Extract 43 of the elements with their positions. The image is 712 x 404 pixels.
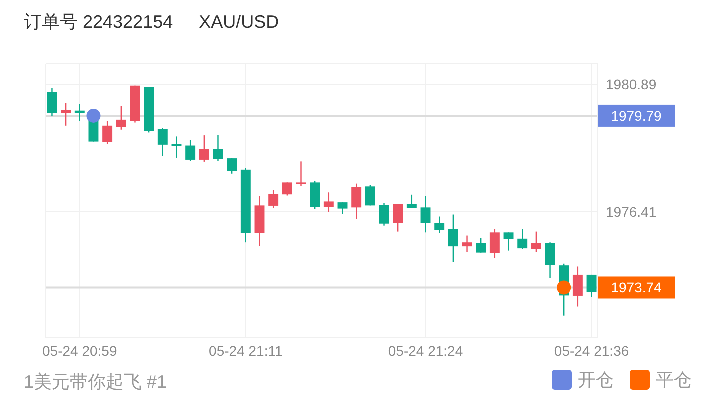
candlestick [462, 235, 472, 253]
candlestick [352, 183, 362, 220]
candlestick [282, 182, 292, 196]
candlestick [116, 105, 126, 130]
y-tick-label: 1976.41 [606, 204, 657, 220]
x-tick-label: 05-24 21:36 [554, 342, 630, 359]
candlestick [448, 214, 458, 263]
candlestick [61, 102, 72, 126]
candlestick [490, 228, 500, 259]
y-tick-label: 1980.89 [606, 76, 657, 93]
candlestick [227, 158, 238, 174]
x-tick-label: 05-24 21:11 [209, 342, 283, 359]
candlestick [518, 228, 528, 250]
text: 1美元带你起飞 #1 [24, 371, 168, 394]
candlestick [365, 184, 376, 206]
x-tick-label: 05-24 21:24 [388, 342, 464, 359]
candlestick [434, 216, 445, 234]
candlestick [47, 88, 58, 118]
candlestick [545, 242, 556, 279]
candlestick [338, 202, 348, 215]
candlestick [531, 231, 542, 253]
candlestick [268, 189, 279, 209]
chart-subtitle: XAU/USD [199, 12, 280, 32]
chart-title: 订单号 224322154 [24, 12, 174, 32]
ref-line-label: 1973.74 [611, 280, 662, 296]
legend-label: 平仓 [656, 369, 692, 392]
candlestick [199, 134, 210, 163]
candlestick [324, 192, 334, 213]
candlestick [420, 195, 431, 234]
legend-label: 开仓 [578, 369, 614, 392]
ref-line-label: 1979.79 [611, 108, 662, 124]
candlestick [586, 274, 597, 298]
candlestick [504, 232, 514, 252]
candlestick [102, 120, 113, 145]
candlestick [186, 140, 196, 162]
candlestick [213, 134, 224, 162]
candlestick [572, 266, 583, 308]
candlestick [158, 128, 168, 157]
candlestick [296, 161, 306, 187]
x-tick-label: 05-24 20:59 [42, 342, 118, 359]
candlestick [393, 204, 404, 232]
candlestick [476, 238, 486, 254]
candlestick [379, 202, 390, 226]
